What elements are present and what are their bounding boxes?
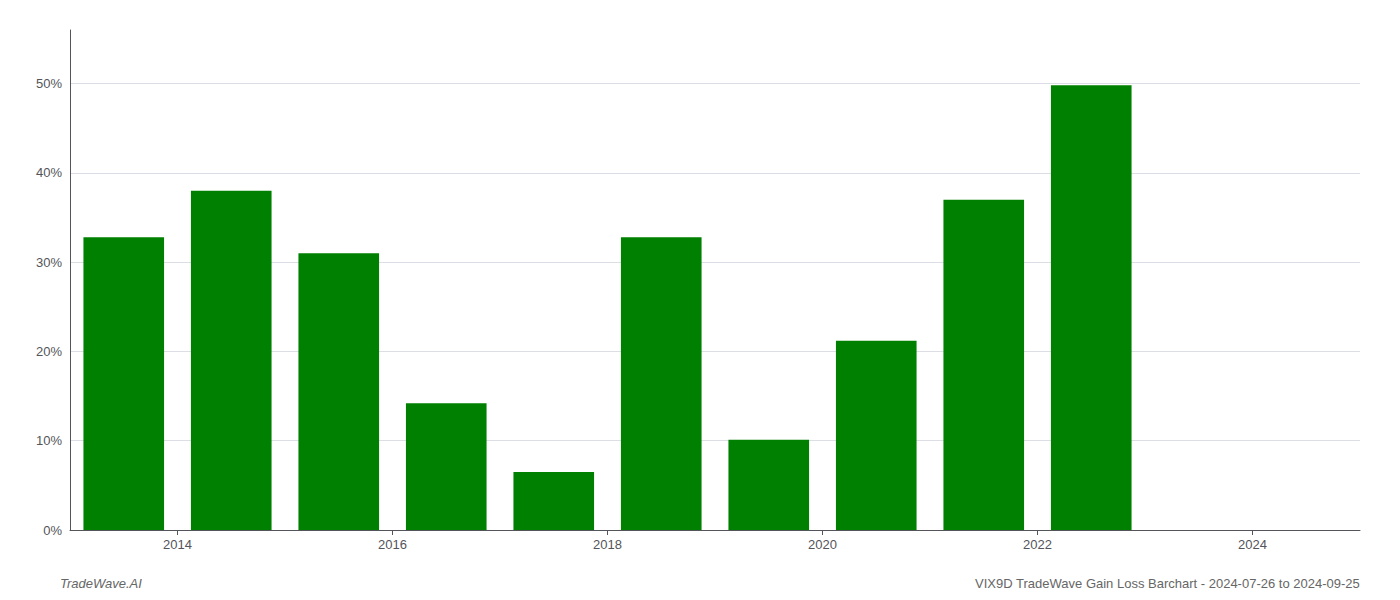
svg-text:0%: 0% [43,523,62,538]
svg-text:40%: 40% [36,165,62,180]
svg-text:2020: 2020 [808,537,837,552]
svg-text:2018: 2018 [593,537,622,552]
svg-text:2014: 2014 [163,537,192,552]
svg-text:30%: 30% [36,255,62,270]
svg-text:VIX9D TradeWave Gain Loss Barc: VIX9D TradeWave Gain Loss Barchart - 202… [975,576,1360,591]
svg-text:20%: 20% [36,344,62,359]
svg-text:2016: 2016 [378,537,407,552]
svg-text:2022: 2022 [1023,537,1052,552]
svg-text:10%: 10% [36,433,62,448]
svg-text:TradeWave.AI: TradeWave.AI [60,576,142,591]
svg-text:2024: 2024 [1238,537,1267,552]
svg-text:50%: 50% [36,76,62,91]
